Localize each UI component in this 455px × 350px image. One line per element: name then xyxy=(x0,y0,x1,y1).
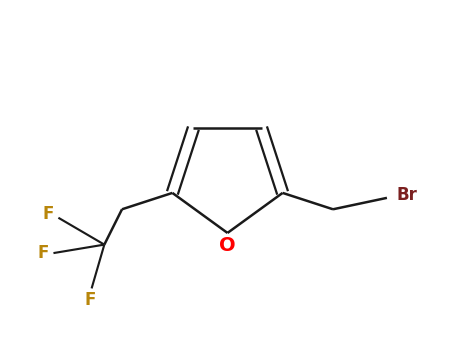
Text: O: O xyxy=(219,236,236,255)
Text: Br: Br xyxy=(396,186,417,204)
Text: F: F xyxy=(43,204,54,223)
Text: F: F xyxy=(37,244,49,262)
Text: F: F xyxy=(85,292,96,309)
